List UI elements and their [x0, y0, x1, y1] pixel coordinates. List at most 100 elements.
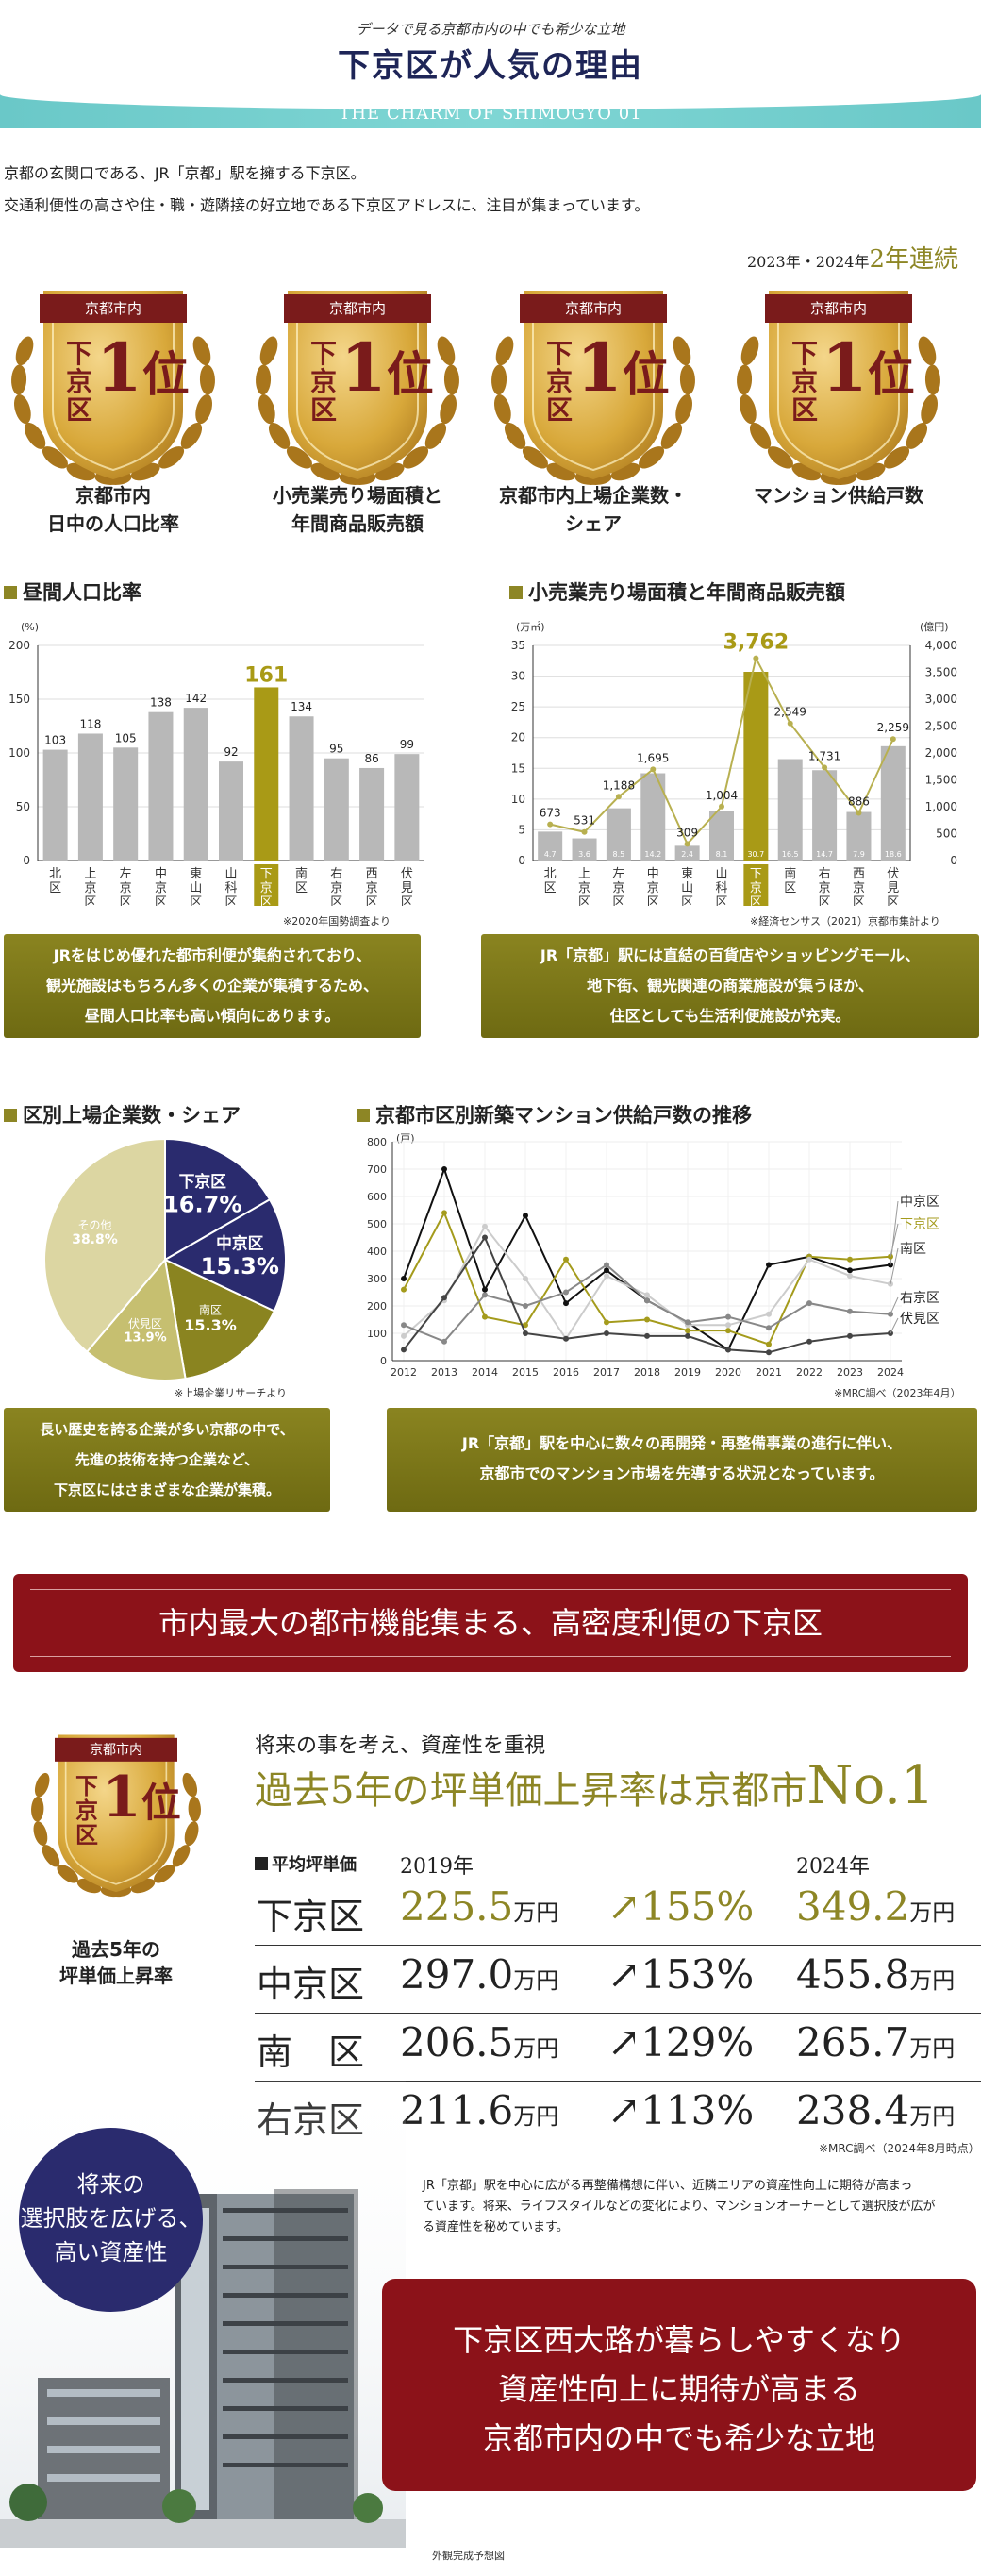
sales-value-label: 1,731	[808, 749, 840, 762]
series-point	[725, 1313, 731, 1320]
y-tick-label: 30	[511, 670, 525, 683]
x-tick-label: 中	[155, 867, 167, 881]
x-tick-label: 北	[49, 867, 61, 881]
series-label: 南区	[900, 1242, 926, 1257]
series-point	[401, 1276, 407, 1281]
x-tick-label: 山	[681, 881, 693, 895]
series-point	[725, 1347, 731, 1353]
x-tick-label: 2021	[756, 1366, 782, 1379]
bar-value-label: 92	[224, 745, 238, 759]
sales-value-label: 673	[540, 807, 561, 820]
series-point	[766, 1325, 772, 1331]
y-tick-label: 100	[8, 746, 30, 760]
x-tick-label: 見	[401, 881, 413, 895]
series-point	[441, 1166, 447, 1172]
y-axis-unit: (戸)	[396, 1132, 415, 1145]
bar-value-label: 161	[244, 663, 288, 687]
rank-badge: 京都市内 下京区 1位	[731, 270, 946, 487]
legend-leader	[890, 1317, 899, 1334]
sales-value-label: 3,762	[723, 631, 790, 655]
y-tick-label: 0	[518, 854, 525, 867]
mansion-line-chart: (戸) 0 100 200 300 400 500 600 700 800 2012 2013 2014…	[367, 1132, 939, 1379]
badge-top-label: 京都市内	[84, 300, 141, 317]
badge-caption: マンション供給戸数	[754, 484, 923, 507]
y2-tick-label: 500	[936, 828, 957, 841]
title-band	[0, 94, 981, 128]
series-point	[644, 1316, 650, 1323]
bar	[324, 758, 349, 861]
sales-value-label: 309	[676, 826, 698, 839]
series-point	[523, 1330, 528, 1336]
mansion-info-box: JR「京都」駅を中心に数々の再開発・再整備事業の進行に伴い、 京都市でのマンショ…	[387, 1408, 977, 1512]
series-point	[441, 1338, 447, 1345]
sales-value-label: 886	[848, 795, 870, 808]
series-point	[766, 1341, 772, 1347]
companies-section-title: 区別上場企業数・シェア	[4, 1100, 241, 1129]
x-tick-label: 区	[784, 881, 796, 895]
pie-slice	[43, 1137, 166, 1354]
sales-value-label: 1,188	[603, 778, 635, 792]
y-tick-label: 20	[511, 731, 525, 744]
series-point	[888, 1280, 893, 1287]
sales-point	[684, 841, 690, 847]
x-tick-label: 2015	[512, 1366, 539, 1379]
pie-slice-value: 15.3%	[201, 1253, 279, 1280]
series-point	[766, 1349, 772, 1356]
header-subtitle: データで見る京都市内の中でも希少な立地	[356, 21, 625, 38]
pie-slice-value: 16.7%	[163, 1191, 241, 1217]
bar	[113, 747, 139, 861]
legend-leader	[890, 1247, 899, 1284]
bar	[77, 733, 103, 861]
series-point	[604, 1330, 609, 1336]
price-growth-rate: ↗129%	[607, 2019, 755, 2066]
series-point	[847, 1267, 853, 1274]
x-tick-label: 左	[120, 867, 132, 881]
x-tick-label: 見	[887, 881, 899, 895]
badge-top-label: 京都市内	[809, 300, 867, 317]
x-tick-label: 2014	[472, 1366, 498, 1379]
y2-tick-label: 2,500	[925, 720, 957, 733]
sales-point	[822, 764, 828, 771]
series-point	[888, 1253, 893, 1260]
series-label: 下京区	[900, 1217, 939, 1232]
sales-point	[615, 794, 622, 800]
bar-small-label: 3.6	[578, 850, 590, 859]
sales-value-label: 531	[574, 814, 595, 828]
pie-slice-value: 13.9%	[125, 1330, 167, 1345]
x-tick-label: 2020	[715, 1366, 741, 1379]
y-tick-label: 700	[367, 1163, 387, 1176]
intro-line-2: 交通利便性の高さや住・職・遊隣接の好立地である下京区アドレスに、注目が集まってい…	[4, 196, 650, 214]
x-tick-label: 2024	[877, 1366, 904, 1379]
y2-tick-label: 2,000	[925, 746, 957, 760]
x-tick-label: 京	[155, 881, 167, 895]
bar-small-label: 2.4	[681, 850, 693, 859]
x-tick-label: 2022	[796, 1366, 823, 1379]
x-tick-label: 区	[819, 895, 831, 906]
price-table-label: 平均坪単価	[255, 1851, 357, 1876]
bar	[359, 767, 385, 861]
x-tick-label: 山	[190, 881, 202, 895]
price-2024: 455.8万円	[796, 1951, 956, 1998]
series-point	[847, 1332, 853, 1339]
series-point	[401, 1332, 407, 1339]
bar	[289, 716, 314, 861]
x-tick-label: 山	[715, 867, 727, 881]
y2-tick-label: 3,000	[925, 693, 957, 706]
series-point	[685, 1328, 690, 1334]
sales-point	[787, 720, 793, 727]
series-point	[563, 1289, 569, 1296]
x-tick-label: 中	[647, 867, 659, 881]
y2-axis-unit: (億円)	[920, 621, 949, 633]
bar	[880, 745, 906, 861]
bar-value-label: 142	[185, 692, 207, 705]
y-tick-label: 10	[511, 793, 525, 806]
series-label: 右京区	[900, 1291, 939, 1306]
series-point	[482, 1313, 488, 1320]
x-tick-label: 区	[224, 895, 237, 906]
bullet-square-icon	[255, 1857, 268, 1870]
sales-point	[753, 655, 759, 661]
y-tick-label: 200	[8, 639, 30, 652]
price-growth-rate: ↗113%	[607, 2087, 755, 2133]
rank-badge: 京都市内 下京区 1位	[486, 270, 701, 487]
x-tick-label: 区	[647, 895, 659, 906]
